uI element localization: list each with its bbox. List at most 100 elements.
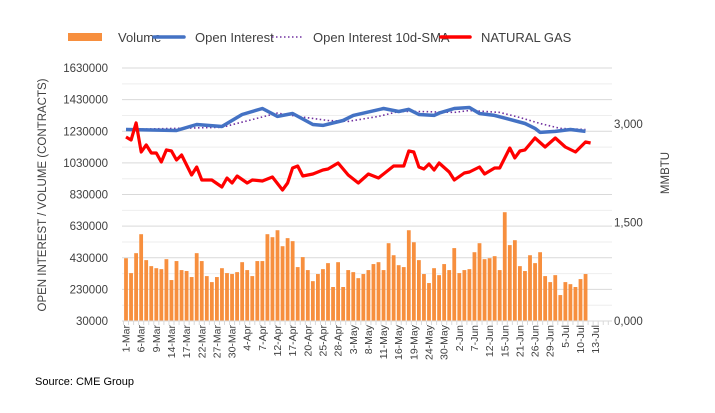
x-tick-label: 7-Jun: [469, 325, 481, 351]
volume-bar: [492, 256, 497, 321]
volume-bar: [300, 257, 305, 321]
y-tick-label: 1030000: [63, 158, 108, 170]
volume-bar: [280, 246, 285, 321]
x-tick-label: 6-Mar: [136, 324, 148, 352]
x-tick-label: 16-May: [393, 324, 405, 360]
volume-bar: [568, 284, 573, 321]
volume-bar: [487, 258, 492, 321]
volume-bar: [305, 270, 310, 321]
volume-bar: [578, 279, 583, 321]
x-tick-label: 17-Apr: [287, 324, 299, 356]
volume-bar: [250, 276, 255, 321]
volume-bar: [553, 275, 558, 321]
x-tick-label: 2-Jun: [454, 325, 466, 351]
open-interest-line: [125, 105, 586, 135]
y-tick-label: 430000: [70, 253, 108, 265]
x-tick-label: 1-Mar: [121, 324, 133, 352]
y2-axis-title: MMBTU: [660, 152, 672, 194]
volume-bar: [497, 270, 502, 321]
legend-label-sma: Open Interest 10d-SMA: [313, 30, 450, 45]
volume-bar: [245, 270, 250, 321]
volume-bar: [512, 240, 517, 321]
volume-bar: [255, 261, 260, 321]
gridlines: [122, 67, 612, 322]
y2-tick-label: 1,500: [614, 218, 643, 230]
volume-bar: [204, 276, 209, 321]
volume-bar: [341, 287, 346, 321]
legend: Volume Open Interest Open Interest 10d-SMA…: [68, 30, 572, 45]
volume-bar: [346, 270, 351, 321]
x-tick-label: 19-May: [408, 324, 420, 360]
volume-bar: [154, 268, 159, 321]
x-tick-label: 29-Jun: [545, 325, 557, 357]
volume-bar: [442, 264, 447, 321]
x-tick-label: 20-Apr: [302, 324, 314, 356]
volume-bar: [538, 252, 542, 321]
volume-bar: [129, 273, 133, 321]
volume-bar: [573, 287, 578, 321]
y-tick-label: 830000: [70, 190, 108, 202]
x-tick-label: 9-Mar: [151, 324, 163, 352]
x-tick-label: 25-Apr: [317, 324, 329, 356]
volume-bar: [447, 270, 452, 321]
volume-bar: [265, 234, 270, 321]
volume-bar: [149, 266, 154, 321]
x-tick-label: 10-Jul: [575, 325, 587, 354]
x-tick-label: 12-Apr: [272, 324, 284, 356]
volume-bar: [422, 274, 426, 321]
volume-bar: [260, 261, 265, 321]
volume-bar: [482, 259, 487, 321]
volume-bar: [371, 264, 376, 321]
volume-bar: [220, 268, 224, 321]
volume-bar: [432, 268, 436, 321]
volume-bar: [381, 270, 386, 321]
volume-bar: [386, 243, 391, 321]
volume-bar: [376, 262, 381, 321]
natural-gas-line: [125, 121, 591, 192]
volume-bar: [240, 262, 245, 321]
volume-bar: [225, 273, 229, 321]
volume-bar: [391, 255, 396, 321]
y-tick-label: 230000: [70, 284, 108, 296]
x-tick-label: 28-Apr: [333, 324, 345, 356]
x-tick-label: 21-Jun: [514, 325, 526, 357]
x-tick-label: 27-Mar: [211, 325, 223, 359]
volume-bar: [169, 280, 174, 321]
volume-bar: [427, 283, 431, 321]
volume-bar: [457, 273, 462, 321]
volume-bar: [361, 274, 366, 321]
x-tick-label: 3-May: [348, 324, 360, 354]
volume-bar: [467, 269, 472, 321]
volume-bar: [230, 274, 234, 321]
volume-bars: [124, 212, 588, 321]
y-tick-label: 1430000: [63, 95, 108, 107]
x-tick-label: 30-Mar: [227, 325, 239, 359]
volume-bar: [351, 272, 356, 321]
volume-bar: [477, 243, 482, 321]
volume-bar: [194, 253, 199, 321]
volume-bar: [366, 270, 371, 321]
legend-label-open-interest: Open Interest: [195, 30, 274, 45]
open-interest-sma-line: [125, 109, 586, 131]
volume-bar: [275, 230, 280, 321]
volume-bar: [199, 261, 204, 321]
volume-bar: [417, 260, 421, 321]
legend-label-natural-gas: NATURAL GAS: [481, 30, 572, 45]
volume-bar: [144, 260, 149, 321]
x-tick-label: 17-Mar: [181, 325, 193, 359]
volume-bar: [164, 259, 169, 321]
x-tick-label: 15-Jun: [499, 325, 511, 357]
y2-tick-label: 3,000: [614, 119, 643, 131]
volume-bar: [396, 265, 401, 321]
legend-label-volume: Volume: [118, 30, 161, 45]
volume-bar: [507, 245, 512, 321]
y-tick-label: 1230000: [63, 126, 108, 138]
volume-bar: [583, 274, 588, 321]
volume-bar: [401, 267, 406, 321]
x-tick-label: 14-Mar: [166, 325, 178, 359]
x-tick-label: 13-Jul: [590, 325, 602, 354]
volume-bar: [270, 237, 275, 321]
volume-bar: [310, 281, 315, 321]
